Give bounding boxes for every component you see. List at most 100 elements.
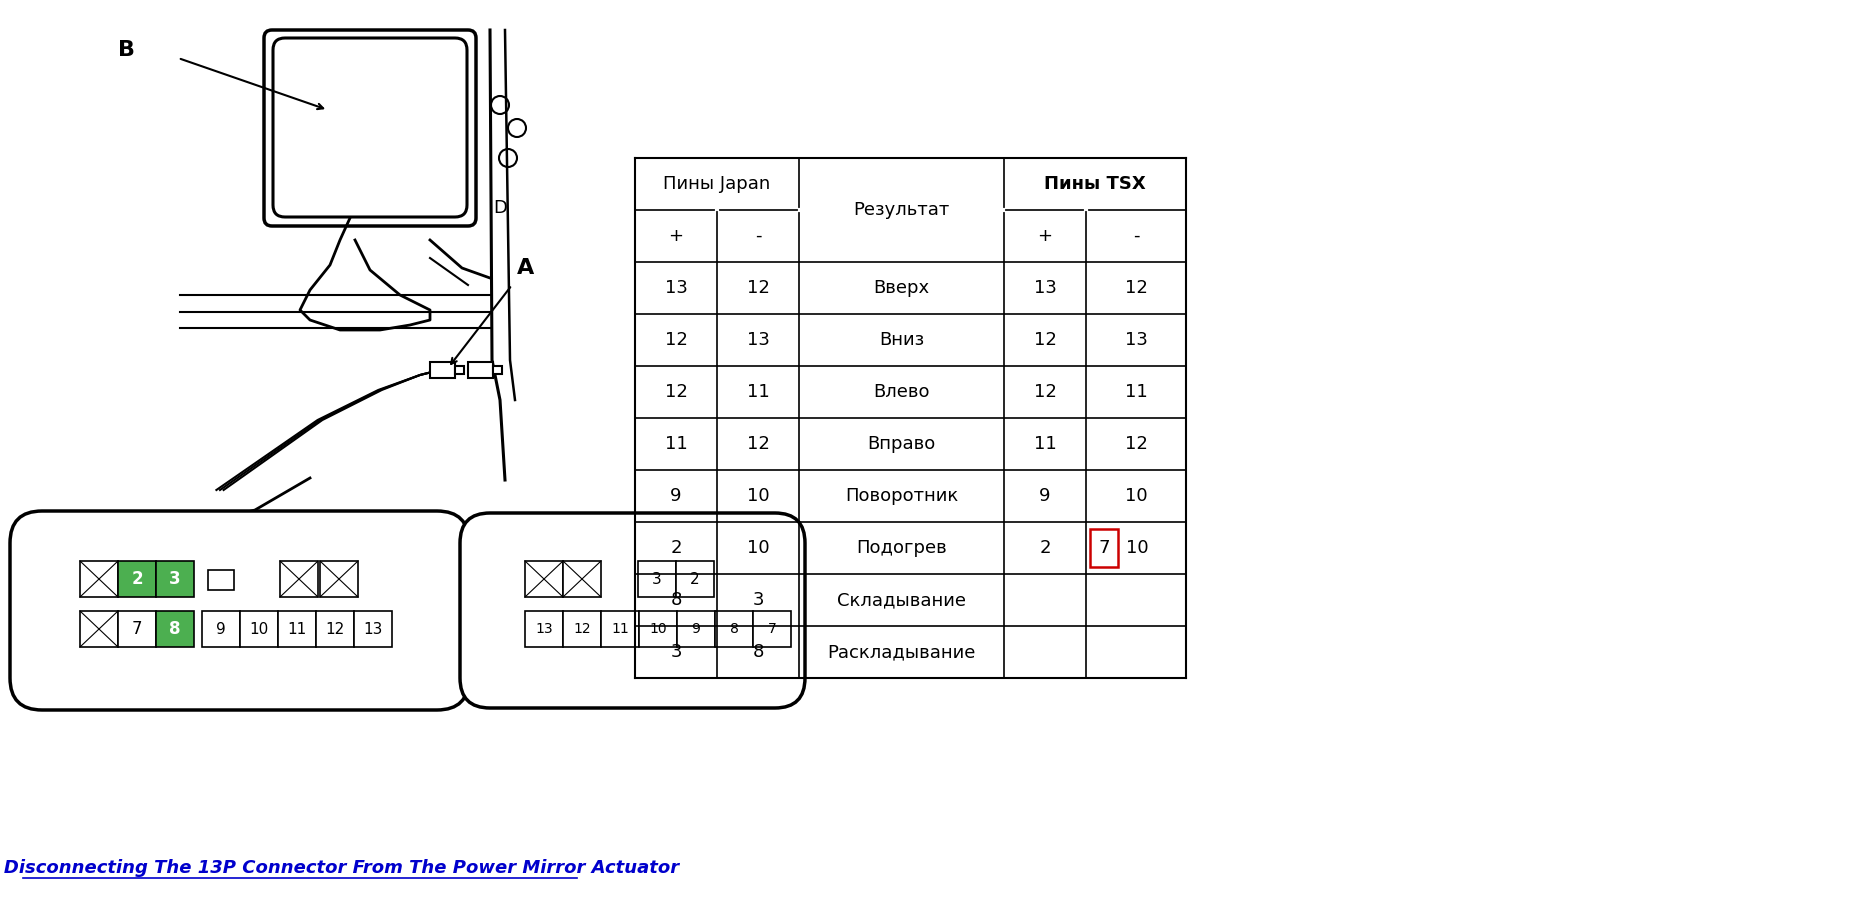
Text: 8: 8 bbox=[730, 622, 739, 636]
Text: 12: 12 bbox=[326, 621, 344, 637]
Text: 10: 10 bbox=[250, 621, 268, 637]
Text: 9: 9 bbox=[670, 487, 681, 505]
Text: Вправо: Вправо bbox=[868, 435, 935, 453]
Text: 10: 10 bbox=[1127, 539, 1149, 557]
Bar bbox=[639, 611, 678, 647]
Text: 3: 3 bbox=[670, 643, 681, 661]
Text: 8: 8 bbox=[752, 643, 763, 661]
Bar bbox=[676, 561, 713, 597]
Bar bbox=[752, 611, 791, 647]
Text: 12: 12 bbox=[665, 331, 687, 349]
Text: -: - bbox=[754, 227, 762, 245]
Bar bbox=[156, 561, 194, 597]
Bar bbox=[562, 561, 601, 597]
Bar bbox=[209, 570, 235, 590]
Bar bbox=[525, 611, 562, 647]
Text: 12: 12 bbox=[1033, 331, 1056, 349]
Bar bbox=[279, 561, 318, 597]
Text: Результат: Результат bbox=[853, 201, 950, 219]
Text: 11: 11 bbox=[287, 621, 307, 637]
Text: Складывание: Складывание bbox=[838, 591, 966, 609]
Text: Пины Japan: Пины Japan bbox=[663, 175, 771, 193]
Bar bbox=[277, 611, 317, 647]
Bar bbox=[467, 362, 493, 378]
Bar bbox=[525, 561, 562, 597]
Text: B: B bbox=[117, 40, 136, 60]
Text: 10: 10 bbox=[1125, 487, 1147, 505]
Text: 11: 11 bbox=[747, 383, 769, 401]
Text: -: - bbox=[1132, 227, 1140, 245]
Bar bbox=[117, 611, 156, 647]
Text: Пины TSX: Пины TSX bbox=[1045, 175, 1145, 193]
Text: 7: 7 bbox=[132, 620, 142, 638]
Text: 7: 7 bbox=[767, 622, 776, 636]
Bar bbox=[639, 561, 676, 597]
Text: 3: 3 bbox=[652, 572, 661, 586]
Text: 2: 2 bbox=[130, 570, 143, 588]
FancyBboxPatch shape bbox=[274, 38, 467, 217]
Text: 13: 13 bbox=[1033, 279, 1056, 297]
Text: 3: 3 bbox=[752, 591, 763, 609]
Text: Подогрев: Подогрев bbox=[857, 539, 948, 557]
Bar bbox=[430, 362, 454, 378]
Bar bbox=[320, 561, 358, 597]
Bar bbox=[317, 611, 354, 647]
Text: 13: 13 bbox=[534, 622, 553, 636]
Text: A: A bbox=[518, 258, 534, 278]
Text: Поворотник: Поворотник bbox=[845, 487, 959, 505]
Bar bbox=[80, 611, 117, 647]
Text: 7: 7 bbox=[1099, 539, 1110, 557]
Text: 12: 12 bbox=[1125, 279, 1147, 297]
Text: D: D bbox=[493, 199, 506, 217]
Text: 3: 3 bbox=[169, 570, 181, 588]
Text: 11: 11 bbox=[1033, 435, 1056, 453]
Text: 12: 12 bbox=[573, 622, 590, 636]
Text: 8: 8 bbox=[169, 620, 181, 638]
Text: 11: 11 bbox=[1125, 383, 1147, 401]
Text: 9: 9 bbox=[1039, 487, 1050, 505]
Text: 12: 12 bbox=[747, 435, 769, 453]
Text: 2: 2 bbox=[670, 539, 681, 557]
Text: 11: 11 bbox=[611, 622, 629, 636]
Text: 10: 10 bbox=[747, 487, 769, 505]
Bar bbox=[156, 611, 194, 647]
Text: 10: 10 bbox=[650, 622, 667, 636]
Bar bbox=[1089, 529, 1117, 567]
Text: Раскладывание: Раскладывание bbox=[827, 643, 976, 661]
Bar bbox=[80, 561, 117, 597]
Text: +: + bbox=[1037, 227, 1052, 245]
Bar bbox=[354, 611, 393, 647]
Text: 2: 2 bbox=[1039, 539, 1050, 557]
Text: 9: 9 bbox=[691, 622, 700, 636]
FancyBboxPatch shape bbox=[9, 511, 469, 710]
Bar bbox=[117, 561, 156, 597]
Bar bbox=[562, 611, 601, 647]
Text: +: + bbox=[668, 227, 683, 245]
Bar bbox=[493, 366, 503, 374]
Text: 2: 2 bbox=[691, 572, 700, 586]
Text: 10: 10 bbox=[747, 539, 769, 557]
Text: Fig. 14: Disconnecting The 13P Connector From The Power Mirror Actuator: Fig. 14: Disconnecting The 13P Connector… bbox=[0, 859, 680, 877]
Text: 12: 12 bbox=[747, 279, 769, 297]
Bar bbox=[678, 611, 715, 647]
Text: 12: 12 bbox=[1125, 435, 1147, 453]
Text: 13: 13 bbox=[363, 621, 384, 637]
Text: Вниз: Вниз bbox=[879, 331, 924, 349]
Text: 8: 8 bbox=[670, 591, 681, 609]
Text: 9: 9 bbox=[216, 621, 225, 637]
FancyBboxPatch shape bbox=[460, 513, 804, 708]
Text: 13: 13 bbox=[1125, 331, 1147, 349]
Bar bbox=[201, 611, 240, 647]
Text: Вверх: Вверх bbox=[873, 279, 929, 297]
Text: 12: 12 bbox=[665, 383, 687, 401]
Text: 13: 13 bbox=[665, 279, 687, 297]
Bar bbox=[715, 611, 752, 647]
Text: 13: 13 bbox=[747, 331, 769, 349]
Bar bbox=[240, 611, 277, 647]
Bar bbox=[454, 366, 464, 374]
Text: 12: 12 bbox=[1033, 383, 1056, 401]
Bar bbox=[635, 158, 1186, 678]
Bar bbox=[601, 611, 639, 647]
Text: Влево: Влево bbox=[873, 383, 929, 401]
Text: 11: 11 bbox=[665, 435, 687, 453]
